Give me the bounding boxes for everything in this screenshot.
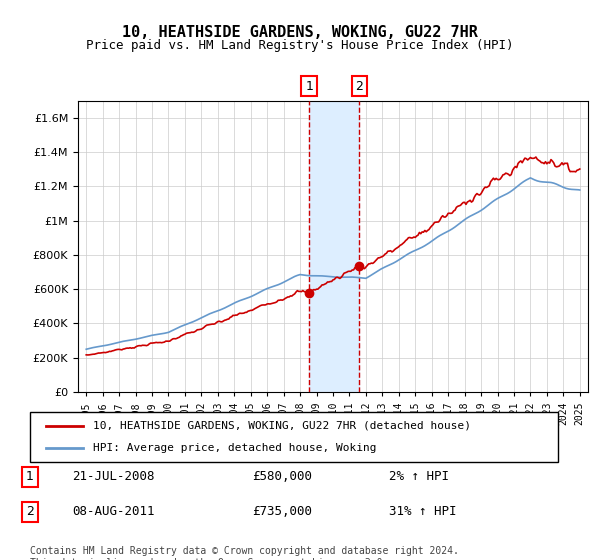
Text: HPI: Average price, detached house, Woking: HPI: Average price, detached house, Woki… — [94, 443, 377, 453]
Line: HPI: Average price, detached house, Woking: HPI: Average price, detached house, Woki… — [86, 178, 580, 349]
Text: £580,000: £580,000 — [252, 470, 312, 483]
Text: 2: 2 — [355, 80, 363, 93]
10, HEATHSIDE GARDENS, WOKING, GU22 7HR (detached house) — [382, 251, 389, 258]
HPI: Average price, detached house, Woking: (2.02e+03, 1.25e+06): Average price, detached house, Woking: (… — [527, 175, 534, 181]
HPI: Average price, detached house, Woking: (2e+03, 3.76e+05): Average price, detached house, Woking: (… — [175, 324, 182, 331]
HPI: Average price, detached house, Woking: (2.01e+03, 7.26e+05): Average price, detached house, Woking: (… — [380, 264, 388, 271]
10, HEATHSIDE GARDENS, WOKING, GU22 7HR (detached house) — [84, 352, 91, 358]
10, HEATHSIDE GARDENS, WOKING, GU22 7HR (detached house) — [392, 245, 400, 252]
Line: 10, HEATHSIDE GARDENS, WOKING, GU22 7HR (detached house): 10, HEATHSIDE GARDENS, WOKING, GU22 7HR … — [86, 157, 580, 355]
10, HEATHSIDE GARDENS, WOKING, GU22 7HR (detached house) — [532, 153, 539, 160]
Text: 31% ↑ HPI: 31% ↑ HPI — [389, 505, 457, 519]
Text: 2% ↑ HPI: 2% ↑ HPI — [389, 470, 449, 483]
10, HEATHSIDE GARDENS, WOKING, GU22 7HR (detached house) — [98, 349, 105, 356]
Text: 10, HEATHSIDE GARDENS, WOKING, GU22 7HR: 10, HEATHSIDE GARDENS, WOKING, GU22 7HR — [122, 25, 478, 40]
Text: £735,000: £735,000 — [252, 505, 312, 519]
Text: Price paid vs. HM Land Registry's House Price Index (HPI): Price paid vs. HM Land Registry's House … — [86, 39, 514, 52]
Text: 2: 2 — [26, 505, 34, 519]
HPI: Average price, detached house, Woking: (2e+03, 2.5e+05): Average price, detached house, Woking: (… — [83, 346, 90, 353]
HPI: Average price, detached house, Woking: (2.01e+03, 7.56e+05): Average price, detached house, Woking: (… — [391, 259, 398, 266]
Text: 08-AUG-2011: 08-AUG-2011 — [72, 505, 155, 519]
Text: 1: 1 — [305, 80, 313, 93]
Text: 1: 1 — [26, 470, 34, 483]
10, HEATHSIDE GARDENS, WOKING, GU22 7HR (detached house) — [517, 157, 524, 164]
10, HEATHSIDE GARDENS, WOKING, GU22 7HR (detached house) — [576, 166, 583, 172]
HPI: Average price, detached house, Woking: (2e+03, 2.66e+05): Average price, detached house, Woking: (… — [97, 343, 104, 349]
HPI: Average price, detached house, Woking: (2.02e+03, 1.18e+06): Average price, detached house, Woking: (… — [576, 186, 583, 193]
Text: 10, HEATHSIDE GARDENS, WOKING, GU22 7HR (detached house): 10, HEATHSIDE GARDENS, WOKING, GU22 7HR … — [94, 421, 472, 431]
Text: Contains HM Land Registry data © Crown copyright and database right 2024.
This d: Contains HM Land Registry data © Crown c… — [30, 546, 459, 560]
Text: 21-JUL-2008: 21-JUL-2008 — [72, 470, 155, 483]
10, HEATHSIDE GARDENS, WOKING, GU22 7HR (detached house) — [83, 352, 90, 358]
10, HEATHSIDE GARDENS, WOKING, GU22 7HR (detached house) — [365, 260, 372, 267]
HPI: Average price, detached house, Woking: (2.01e+03, 6.68e+05): Average price, detached house, Woking: (… — [364, 274, 371, 281]
10, HEATHSIDE GARDENS, WOKING, GU22 7HR (detached house) — [176, 334, 183, 340]
FancyBboxPatch shape — [30, 412, 558, 462]
Bar — [309, 101, 359, 392]
HPI: Average price, detached house, Woking: (2.02e+03, 1.21e+06): Average price, detached house, Woking: (… — [516, 181, 523, 188]
